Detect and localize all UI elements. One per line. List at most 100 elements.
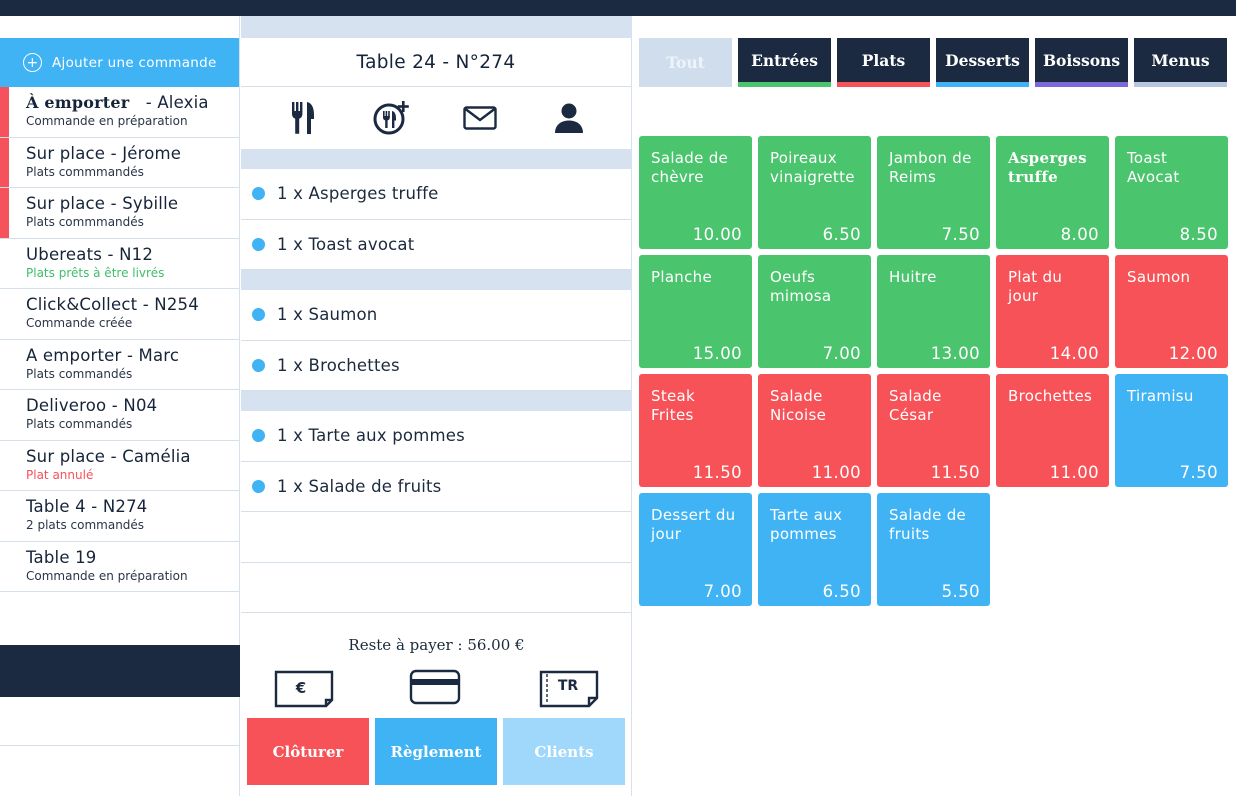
product-tile[interactable]: Brochettes 11.00	[996, 374, 1109, 487]
order-item[interactable]: Sur place - Camélia Plat annulé	[0, 441, 239, 491]
course-separator	[241, 391, 631, 411]
ticket-actions	[241, 87, 631, 149]
course-separator	[241, 270, 631, 290]
order-status: Plats commmandés	[26, 215, 144, 229]
product-tile[interactable]: Salade Nicoise 11.00	[758, 374, 871, 487]
ticket-empty-row	[241, 563, 631, 613]
payment-methods: € TR	[241, 668, 632, 712]
product-tile[interactable]: Tiramisu 7.50	[1115, 374, 1228, 487]
product-name: Steak Frites	[651, 387, 696, 424]
add-dish-icon[interactable]	[372, 98, 412, 138]
order-item[interactable]: Sur place - Sybille Plats commmandés	[0, 188, 239, 239]
product-name: Tarte aux pommes	[770, 506, 843, 543]
clients-button[interactable]: Clients	[503, 718, 625, 785]
product-name: Plat du jour	[1008, 268, 1063, 305]
order-item[interactable]: À emporter - Alexia Commande en préparati…	[0, 87, 239, 138]
mail-icon[interactable]	[460, 98, 500, 138]
product-price: 12.00	[1168, 344, 1218, 363]
product-tile[interactable]: Jambon de Reims 7.50	[877, 136, 990, 249]
add-order-button[interactable]: + Ajouter une commande	[0, 38, 239, 87]
product-tile[interactable]: Poireaux vinaigrette 6.50	[758, 136, 871, 249]
order-item[interactable]: Sur place - Jérome Plats commmandés	[0, 137, 239, 188]
product-name: Tiramisu	[1127, 387, 1194, 405]
category-tab[interactable]: Desserts	[936, 38, 1029, 87]
product-name: Huitre	[889, 268, 937, 286]
category-tab[interactable]: Menus	[1134, 38, 1227, 87]
product-tile[interactable]: Saumon 12.00	[1115, 255, 1228, 368]
cutlery-icon[interactable]	[283, 98, 323, 138]
product-price: 7.00	[822, 344, 861, 363]
ticket-lines: 1 x Asperges truffe 1 x Toast avocat 1 x S…	[241, 149, 631, 613]
order-name: Table 4 - N274	[26, 497, 148, 516]
product-price: 7.00	[703, 582, 742, 601]
product-name: Saumon	[1127, 268, 1191, 286]
order-status: Plats commandés	[26, 417, 133, 431]
product-tile[interactable]: Toast Avocat 8.50	[1115, 136, 1228, 249]
order-status: Commande créée	[26, 316, 133, 330]
product-tile[interactable]: Salade de chèvre 10.00	[639, 136, 752, 249]
product-tile[interactable]: Salade de fruits 5.50	[877, 493, 990, 606]
order-item[interactable]: Deliveroo - N04 Plats commandés	[0, 390, 239, 441]
order-name: À emporter - Alexia	[26, 93, 209, 112]
order-item[interactable]: A emporter - Marc Plats commandés	[0, 340, 239, 390]
add-order-label: Ajouter une commande	[52, 54, 217, 71]
product-name: Salade de fruits	[889, 506, 967, 543]
tr-voucher-icon[interactable]: TR	[537, 668, 599, 712]
ticket-line-item[interactable]: 1 x Brochettes	[241, 341, 631, 391]
product-price: 5.50	[941, 582, 980, 601]
product-name: Planche	[651, 268, 712, 286]
product-price: 7.50	[1179, 463, 1218, 482]
product-tile[interactable]: Asperges truffe 8.00	[996, 136, 1109, 249]
ticket-line-item[interactable]: 1 x Salade de fruits	[241, 462, 631, 512]
category-tab[interactable]: Tout	[639, 38, 732, 87]
order-item[interactable]: Table 19 Commande en préparation	[0, 542, 239, 592]
ticket-title: Table 24 - N°274	[241, 38, 631, 87]
product-tile[interactable]: Plat du jour 14.00	[996, 255, 1109, 368]
ticket-line-item[interactable]: 1 x Toast avocat	[241, 220, 631, 270]
status-dot-icon	[252, 187, 265, 201]
close-order-button[interactable]: Clôturer	[247, 718, 369, 785]
ticket-line-label: 1 x Asperges truffe	[277, 184, 439, 204]
status-dot-icon	[252, 479, 265, 493]
order-item[interactable]: Ubereats - N12 Plats prêts à être livrés	[0, 239, 239, 289]
category-tab[interactable]: Boissons	[1035, 38, 1128, 87]
payment-button[interactable]: Règlement	[375, 718, 497, 785]
status-dot-icon	[252, 429, 265, 443]
order-name: Deliveroo - N04	[26, 396, 158, 415]
product-tile[interactable]: Steak Frites 11.50	[639, 374, 752, 487]
product-name: Salade César	[889, 387, 942, 424]
user-icon[interactable]	[549, 98, 589, 138]
product-tile[interactable]: Oeufs mimosa 7.00	[758, 255, 871, 368]
voucher-label: TR	[558, 678, 579, 694]
product-price: 8.50	[1179, 225, 1218, 244]
status-dot-icon	[252, 308, 265, 322]
product-tile[interactable]: Tarte aux pommes 6.50	[758, 493, 871, 606]
ticket-line-item[interactable]: 1 x Tarte aux pommes	[241, 411, 631, 462]
cash-icon[interactable]: €	[274, 668, 334, 712]
card-icon[interactable]	[409, 668, 461, 710]
order-status: Plats prêts à être livrés	[26, 265, 165, 280]
product-name: Brochettes	[1008, 387, 1093, 405]
ticket-line-item[interactable]: 1 x Asperges truffe	[241, 169, 631, 220]
category-tab[interactable]: Entrées	[738, 38, 831, 87]
product-price: 11.50	[930, 463, 980, 482]
product-price: 13.00	[930, 344, 980, 363]
ticket-line-item[interactable]: 1 x Saumon	[241, 290, 631, 341]
ticket-panel: Table 24 - N°274 1 x Asperges truffe 1 x …	[241, 16, 632, 796]
order-status: Plats commmandés	[26, 164, 144, 179]
product-tile[interactable]: Huitre 13.00	[877, 255, 990, 368]
order-item[interactable]: Table 4 - N274 2 plats commandés	[0, 491, 239, 542]
product-tile[interactable]: Dessert du jour 7.00	[639, 493, 752, 606]
product-tile[interactable]: Planche 15.00	[639, 255, 752, 368]
product-tile[interactable]: Salade César 11.50	[877, 374, 990, 487]
order-item[interactable]: Click&Collect - N254 Commande créée	[0, 289, 239, 340]
product-price: 10.00	[692, 225, 742, 244]
orders-panel: + Ajouter une commande À emporter - Alex…	[0, 16, 240, 796]
ticket-line-label: 1 x Saumon	[277, 305, 378, 325]
status-dot-icon	[252, 237, 265, 251]
product-price: 14.00	[1049, 344, 1099, 363]
category-tab[interactable]: Plats	[837, 38, 930, 87]
cash-symbol: €	[295, 679, 306, 697]
catalog-panel: Tout Entrées Plats Desserts Boissons Menus Sa…	[633, 16, 1236, 796]
status-dot-icon	[252, 358, 265, 372]
